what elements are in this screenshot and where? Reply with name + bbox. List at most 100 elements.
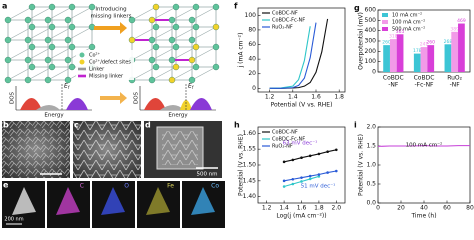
legend-marker [78,74,86,78]
value-label: 365 [396,29,405,35]
x-tick-label: -Fc-NF [414,82,434,89]
panel-label: a [2,2,7,11]
legend-marker [79,59,85,65]
y-tick-label: 100 [365,58,377,65]
value-label: 241 [420,42,429,48]
y-tick-label: 200 [365,48,377,55]
legend-text: CoBDC-NF [272,130,298,136]
x-tick-label: CoBDC [414,75,435,82]
eds-map [146,187,170,215]
scale-label: 500 nm [196,172,217,178]
co-node [172,43,180,51]
arrow [94,22,127,34]
eds-map [191,187,215,215]
data-point [300,156,303,160]
data-line [377,145,470,147]
co-node [48,43,56,51]
legend-text: 10 mA cm⁻² [392,13,422,19]
dos-band [160,105,184,110]
co-node [28,23,36,31]
bar [413,53,421,72]
co-node [44,76,52,84]
co-node [192,3,200,11]
dos-label: DOS [10,91,16,104]
y-tick-label: 40 [248,56,256,63]
data-point [291,158,295,162]
panel-label: i [354,121,357,130]
co-node [48,3,56,11]
panel-label: f [234,2,238,11]
annotation: 63 mV dec⁻¹ [283,140,318,147]
value-label: 469 [457,18,466,24]
panel-label: h [234,121,240,130]
x-tick-label: 1.8 [334,94,344,101]
y-tick-label: 600 [365,7,377,14]
data-point [335,148,338,152]
fermi-sub: f [192,85,194,90]
energy-label: Energy [44,113,64,119]
energy-label: Energy [168,113,188,119]
y-tick-label: 1.45 [243,177,257,184]
y-tick-label: 20 [248,70,256,77]
legend-text: Co²⁺ [89,53,101,59]
data-point [282,185,286,188]
sem-d-texture [162,131,198,165]
defect-site [148,16,156,24]
x-axis-title: Log(j (mA cm⁻²)) [276,213,326,220]
linker [7,66,33,81]
co-node [4,36,12,44]
bar [420,47,428,72]
dos-peak [190,98,212,110]
linker [191,66,217,81]
dos-peak [66,98,88,110]
x-tick-label: CoBDC [383,75,404,82]
panel-label: g [354,4,360,13]
co-node [88,43,96,51]
bar [458,23,465,72]
linker [67,6,93,21]
sem-c-texture [73,121,141,178]
linker [151,6,177,21]
value-label: 389 [450,26,459,32]
y-tick-label: 1.5 [366,143,376,150]
linker [131,26,157,41]
co-node [64,76,72,84]
data-point [291,177,295,181]
co-node [148,56,156,64]
x-tick-label: 1.6 [311,94,321,101]
x-tick-label: 40 [420,205,428,212]
data-point [300,176,303,179]
x-tick-label: 20 [397,205,405,212]
co-node [48,23,56,31]
arrow-text: Introducing [95,7,126,13]
x-tick-label: -NF [450,82,461,89]
y-tick-label: 1.40 [243,193,257,200]
eds-maps: 200 nm [2,181,225,228]
fermi-sub: f [68,85,70,90]
dos-peak [144,98,166,110]
y-tick-label: 400 [365,27,377,34]
element-label: Fe [167,183,174,190]
data-point [308,174,312,178]
annotation: 100 mA cm⁻² [406,142,443,149]
linker [171,6,197,21]
y-tick-label: 1.50 [243,162,257,169]
y-tick-label: 60 [248,41,256,48]
y-tick-label: 2.0 [366,124,376,131]
bar [444,44,452,72]
data-point [291,182,295,186]
y-tick-label: 1.0 [366,162,376,169]
y-axis-title: Overpotential (mV) [358,12,365,70]
co-node [152,23,160,31]
bar [427,45,435,72]
co-node [188,16,196,24]
eds-map [56,187,80,215]
co-node [212,63,220,71]
co-node [68,63,76,71]
legend-text: RuO₂-NF [272,144,293,150]
data-point [308,154,312,158]
x-tick-label: 1.4 [279,205,289,212]
eds-particle [12,187,36,215]
linker [27,46,53,61]
